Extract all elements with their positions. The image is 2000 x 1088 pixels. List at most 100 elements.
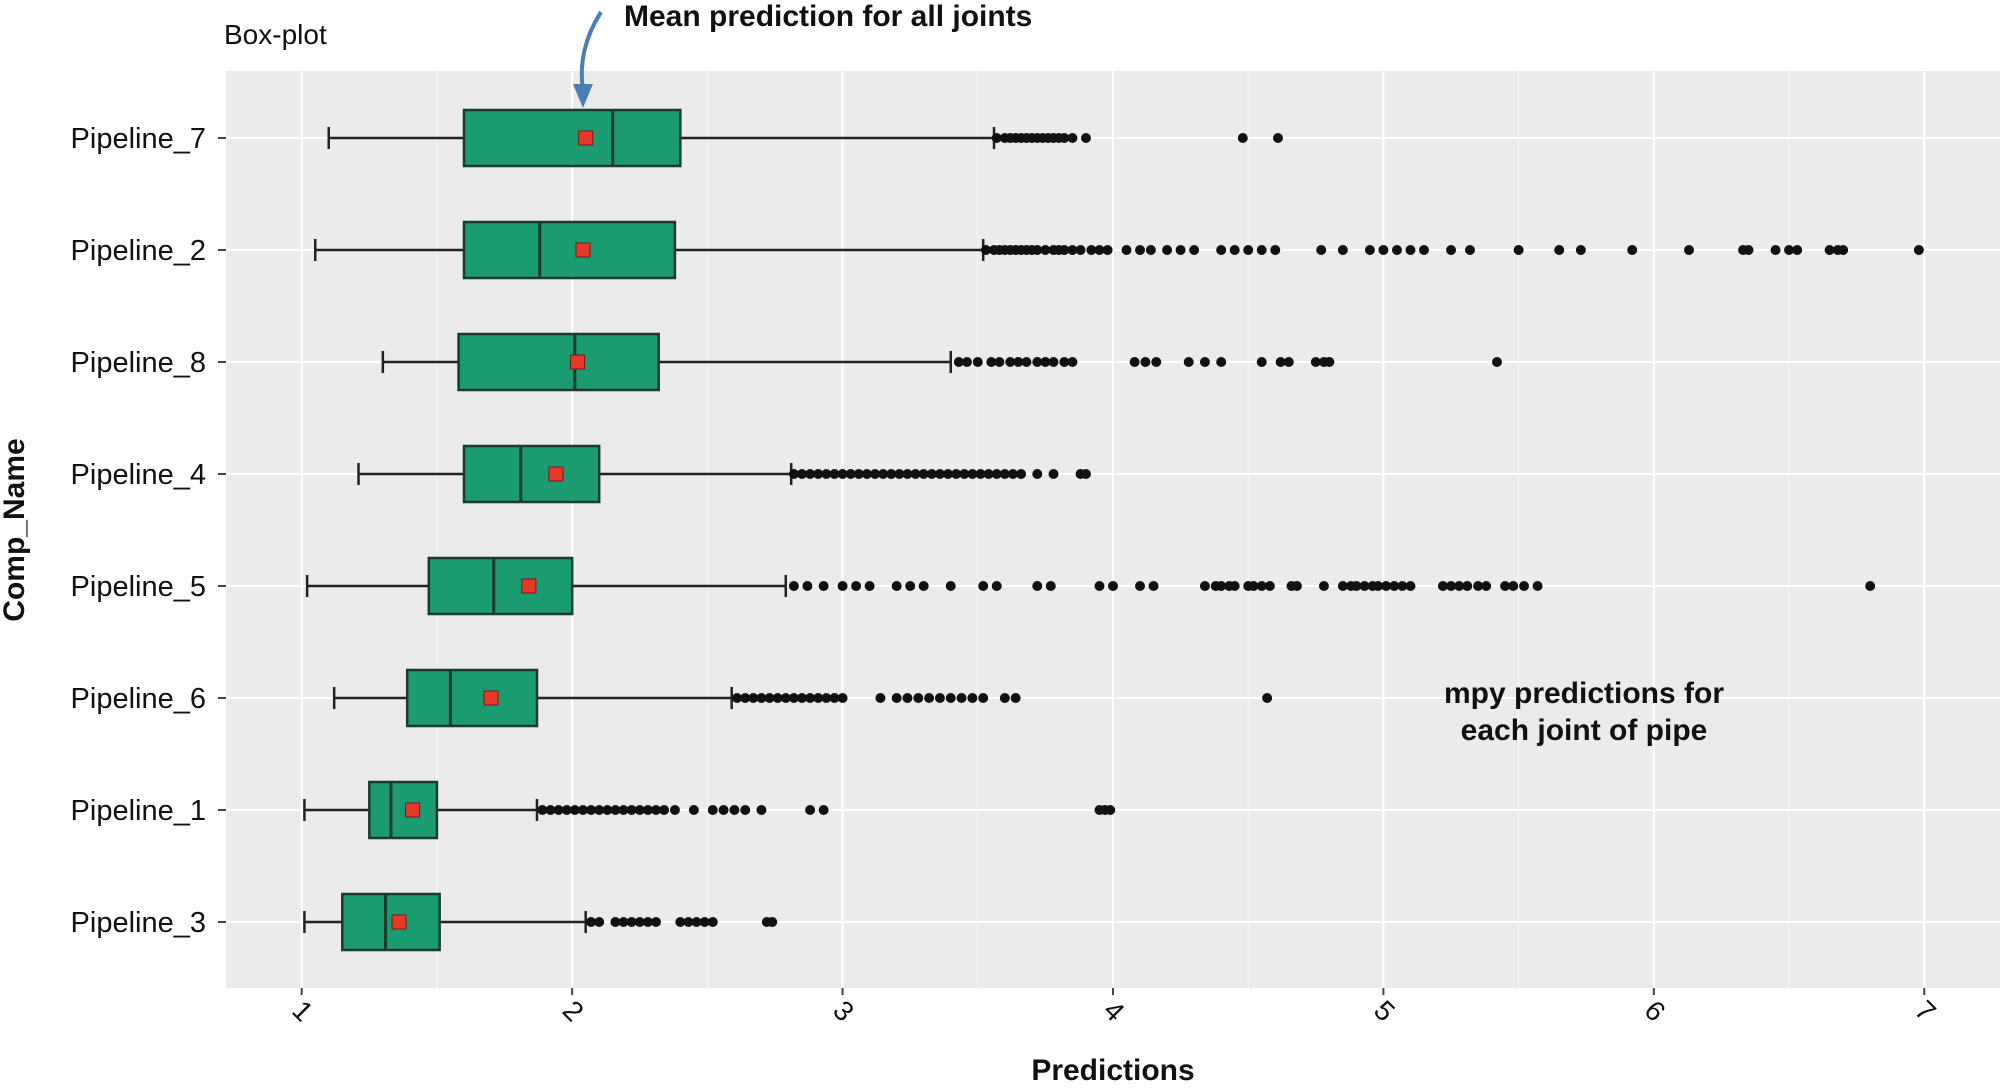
outlier-point xyxy=(1770,245,1781,255)
outlier-point xyxy=(1145,245,1156,255)
outlier-point xyxy=(1743,245,1754,255)
outlier-point xyxy=(626,805,637,815)
outlier-point xyxy=(934,693,945,703)
outlier-point xyxy=(1337,245,1348,255)
outlier-point xyxy=(1473,581,1484,591)
outlier-point xyxy=(994,357,1005,367)
outlier-point xyxy=(821,693,832,703)
outlier-point xyxy=(1256,581,1267,591)
outlier-point xyxy=(756,693,767,703)
box-group-Pipeline_5 xyxy=(305,556,1876,616)
outlier-point xyxy=(945,693,956,703)
outlier-point xyxy=(1199,581,1210,591)
outlier-point xyxy=(1140,357,1151,367)
outlier-point xyxy=(991,133,1002,143)
outlier-point xyxy=(610,917,621,927)
outlier-point xyxy=(1229,245,1240,255)
outlier-point xyxy=(602,805,613,815)
outlier-point xyxy=(1040,357,1051,367)
outlier-point xyxy=(1183,357,1194,367)
iqr-box xyxy=(427,556,574,616)
outlier-point xyxy=(961,357,972,367)
outlier-point xyxy=(1094,581,1105,591)
outlier-point xyxy=(878,469,889,479)
outlier-point xyxy=(1446,245,1457,255)
outlier-point xyxy=(813,693,824,703)
outlier-point xyxy=(918,581,929,591)
outlier-point xyxy=(891,581,902,591)
outlier-point xyxy=(1216,245,1227,255)
outlier-point xyxy=(1318,581,1329,591)
x-tick-label-3: 3 xyxy=(827,994,860,1027)
outlier-point xyxy=(1175,245,1186,255)
outlier-point xyxy=(1405,245,1416,255)
outlier-point xyxy=(978,581,989,591)
outlier-point xyxy=(1391,245,1402,255)
mean-marker xyxy=(578,130,594,146)
outlier-point xyxy=(1032,581,1043,591)
box-group-Pipeline_8 xyxy=(381,332,1503,392)
mean-marker xyxy=(548,466,564,482)
outlier-point xyxy=(797,469,808,479)
x-tick-label-1: 1 xyxy=(286,994,319,1027)
outlier-point xyxy=(1135,245,1146,255)
outlier-point xyxy=(1067,357,1078,367)
outlier-point xyxy=(1040,245,1051,255)
outlier-point xyxy=(691,917,702,927)
outlier-point xyxy=(683,917,694,927)
outlier-point xyxy=(740,805,751,815)
outlier-point xyxy=(1105,805,1116,815)
outlier-point xyxy=(1256,357,1267,367)
outlier-point xyxy=(1189,245,1200,255)
mean-marker xyxy=(405,802,421,818)
outlier-point xyxy=(913,693,924,703)
outlier-point xyxy=(845,469,856,479)
outlier-point xyxy=(1462,581,1473,591)
outlier-point xyxy=(1913,245,1924,255)
box-group-Pipeline_3 xyxy=(303,892,778,952)
outlier-point xyxy=(1032,357,1043,367)
y-tick-label-Pipeline_5: Pipeline_5 xyxy=(71,571,206,603)
outlier-point xyxy=(1389,581,1400,591)
outlier-point xyxy=(1351,581,1362,591)
outlier-point xyxy=(1102,245,1113,255)
y-tick-label-Pipeline_3: Pipeline_3 xyxy=(71,907,206,939)
outlier-point xyxy=(537,805,548,815)
outlier-point xyxy=(699,917,710,927)
outlier-point xyxy=(991,581,1002,591)
y-tick-label-Pipeline_7: Pipeline_7 xyxy=(71,123,206,155)
outlier-point xyxy=(1513,245,1524,255)
outlier-point xyxy=(837,469,848,479)
outlier-point xyxy=(1007,469,1018,479)
y-tick-label-Pipeline_1: Pipeline_1 xyxy=(71,795,206,827)
outlier-point xyxy=(1032,469,1043,479)
outlier-point xyxy=(805,469,816,479)
outlier-point xyxy=(1129,357,1140,367)
outlier-point xyxy=(891,693,902,703)
outlier-point xyxy=(642,917,653,927)
mean-marker xyxy=(391,914,407,930)
iqr-box xyxy=(341,892,441,952)
outlier-point xyxy=(918,469,929,479)
mean-marker xyxy=(570,354,586,370)
outlier-point xyxy=(788,693,799,703)
outlier-point xyxy=(861,469,872,479)
outlier-point xyxy=(1059,245,1070,255)
outlier-point xyxy=(675,917,686,927)
iqr-box xyxy=(462,108,682,168)
outlier-point xyxy=(999,469,1010,479)
outlier-point xyxy=(626,917,637,927)
outlier-point xyxy=(864,581,875,591)
outlier-point xyxy=(875,693,886,703)
box-group-Pipeline_2 xyxy=(313,220,1924,280)
outlier-point xyxy=(756,805,767,815)
outlier-point xyxy=(1108,581,1118,591)
outlier-point xyxy=(986,357,997,367)
outlier-point xyxy=(740,693,751,703)
outlier-point xyxy=(1059,357,1070,367)
outlier-point xyxy=(1838,245,1849,255)
outlier-point xyxy=(1032,245,1043,255)
outlier-point xyxy=(1005,357,1016,367)
iqr-box xyxy=(405,668,539,728)
